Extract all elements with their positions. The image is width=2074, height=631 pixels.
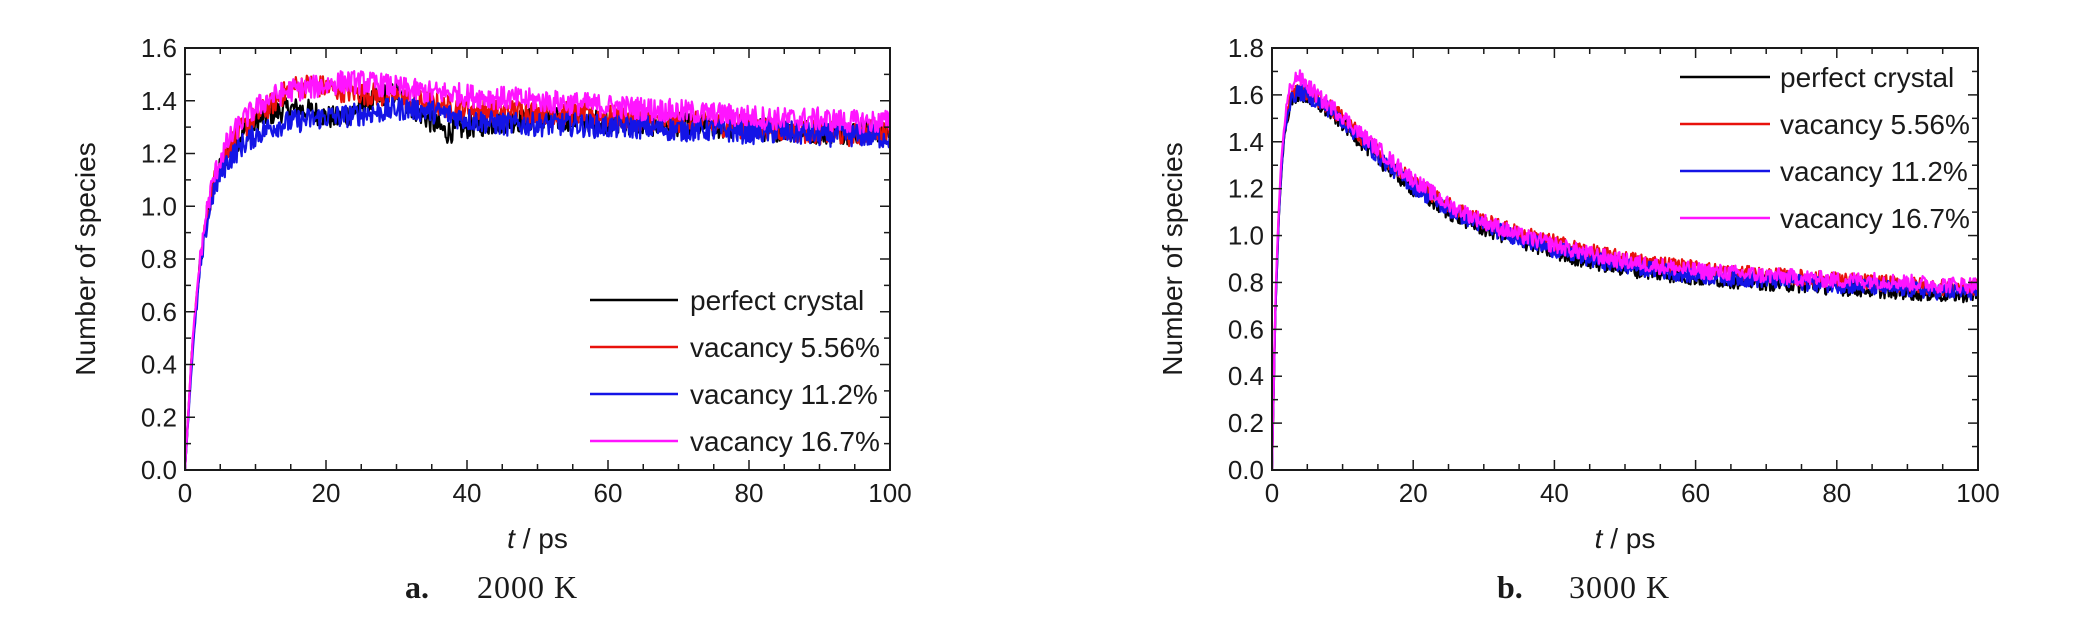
y-tick-label: 1.6	[1228, 80, 1264, 110]
panel-caption: 2000 K	[477, 569, 578, 605]
x-tick-label: 20	[312, 478, 341, 508]
series-line-2	[1272, 82, 1978, 470]
legend-label: perfect crystal	[1780, 62, 1954, 93]
y-axis-label: Number of species	[70, 142, 101, 375]
chart-panel-b: 0 20 40 60 80 100 0.0 0.2 0.4 0.6 0.8 1.0 1.2 1.4 1.6 1…	[1157, 33, 2000, 605]
y-tick-label: 1.4	[1228, 127, 1264, 157]
legend: perfect crystal vacancy 5.56% vacancy 11.2…	[590, 285, 880, 457]
chart-panel-a: 0 20 40 60 80 100 0.0 0.2 0.4 0.6 0.8 1.0 1.2 1.4 1.6 t…	[70, 33, 912, 605]
series-line-3	[185, 96, 890, 470]
x-axis-label: t / ps	[1595, 523, 1656, 554]
x-tick-label: 100	[1956, 478, 1999, 508]
legend-label: vacancy 5.56%	[690, 332, 880, 363]
x-tick-label: 80	[1822, 478, 1851, 508]
legend-label: vacancy 16.7%	[690, 426, 880, 457]
x-tick-label: 40	[453, 478, 482, 508]
legend-label: vacancy 11.2%	[690, 379, 878, 410]
y-tick-label: 0.8	[1228, 267, 1264, 297]
y-tick-label: 1.0	[141, 191, 177, 221]
y-tick-label: 1.8	[1228, 33, 1264, 63]
legend: perfect crystal vacancy 5.56% vacancy 11.2…	[1680, 62, 1970, 234]
panel-caption: 3000 K	[1569, 569, 1670, 605]
y-tick-label: 0.4	[1228, 361, 1264, 391]
y-tick-label: 0.4	[141, 350, 177, 380]
x-tick-label: 80	[735, 478, 764, 508]
y-tick-label: 1.4	[141, 86, 177, 116]
x-tick-label: 60	[594, 478, 623, 508]
y-tick-label: 0.0	[1228, 455, 1264, 485]
y-axis-label: Number of species	[1157, 142, 1188, 375]
panel-letter: a.	[405, 569, 429, 605]
series-line-4	[185, 69, 890, 470]
x-tick-label: 20	[1399, 478, 1428, 508]
y-tick-label: 1.0	[1228, 221, 1264, 251]
x-tick-label: 60	[1681, 478, 1710, 508]
x-tick-label: 40	[1540, 478, 1569, 508]
y-tick-label: 1.6	[141, 33, 177, 63]
x-tick-label: 0	[1265, 478, 1279, 508]
y-tick-label: 1.2	[1228, 174, 1264, 204]
y-tick-label: 0.0	[141, 455, 177, 485]
y-tick-label: 1.2	[141, 139, 177, 169]
y-tick-label: 0.6	[141, 297, 177, 327]
series-line-1	[185, 82, 890, 470]
y-tick-label: 0.6	[1228, 314, 1264, 344]
x-axis-label: t / ps	[507, 523, 568, 554]
series-line-4	[1272, 69, 1978, 470]
legend-label: perfect crystal	[690, 285, 864, 316]
x-tick-label: 0	[178, 478, 192, 508]
panel-letter: b.	[1497, 569, 1523, 605]
legend-label: vacancy 11.2%	[1780, 156, 1968, 187]
legend-label: vacancy 5.56%	[1780, 109, 1970, 140]
y-tick-label: 0.8	[141, 244, 177, 274]
x-tick-label: 100	[868, 478, 911, 508]
y-tick-label: 0.2	[141, 402, 177, 432]
legend-label: vacancy 16.7%	[1780, 203, 1970, 234]
y-tick-label: 0.2	[1228, 408, 1264, 438]
